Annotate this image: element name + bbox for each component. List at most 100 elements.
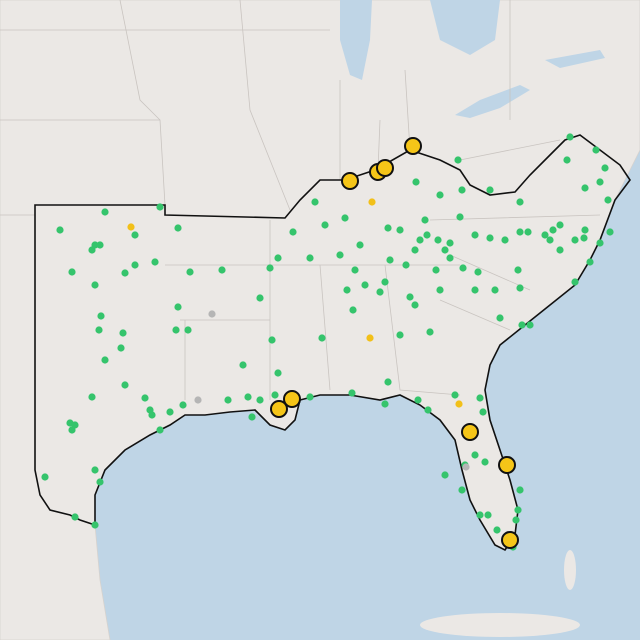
station-marker bbox=[56, 226, 64, 234]
station-marker bbox=[68, 268, 76, 276]
station-marker bbox=[184, 326, 192, 334]
station-marker bbox=[474, 268, 482, 276]
station-marker bbox=[384, 224, 392, 232]
station-marker bbox=[256, 396, 264, 404]
station-marker bbox=[436, 286, 444, 294]
station-marker bbox=[596, 239, 604, 247]
station-marker bbox=[381, 400, 389, 408]
lake bbox=[340, 0, 372, 80]
station-marker bbox=[88, 246, 96, 254]
station-marker bbox=[239, 361, 247, 369]
major-alert-marker bbox=[461, 423, 479, 441]
state-borders bbox=[0, 0, 601, 400]
station-marker bbox=[266, 264, 274, 272]
station-marker bbox=[88, 393, 96, 401]
station-marker bbox=[481, 458, 489, 466]
station-marker bbox=[471, 451, 479, 459]
station-marker bbox=[119, 329, 127, 337]
station-marker bbox=[416, 236, 424, 244]
station-marker bbox=[101, 356, 109, 364]
major-alert-marker bbox=[283, 390, 301, 408]
station-marker bbox=[446, 254, 454, 262]
station-marker bbox=[451, 391, 459, 399]
station-marker bbox=[512, 516, 520, 524]
station-marker bbox=[541, 231, 549, 239]
station-marker bbox=[563, 156, 571, 164]
inactive-marker bbox=[462, 463, 470, 471]
markers bbox=[41, 133, 614, 551]
station-marker bbox=[514, 506, 522, 514]
station-marker bbox=[71, 421, 79, 429]
major-alert-marker bbox=[270, 400, 288, 418]
station-marker bbox=[321, 221, 329, 229]
region-outline bbox=[34, 134, 631, 552]
station-marker bbox=[117, 344, 125, 352]
station-marker bbox=[289, 228, 297, 236]
alert-marker bbox=[368, 198, 376, 206]
lake bbox=[430, 0, 500, 55]
station-marker bbox=[96, 478, 104, 486]
station-marker bbox=[406, 293, 414, 301]
station-marker bbox=[174, 224, 182, 232]
station-marker bbox=[156, 203, 164, 211]
station-marker bbox=[596, 178, 604, 186]
station-marker bbox=[91, 281, 99, 289]
station-marker bbox=[97, 312, 105, 320]
station-marker bbox=[414, 396, 422, 404]
station-marker bbox=[501, 236, 509, 244]
inactive-marker bbox=[194, 396, 202, 404]
station-marker bbox=[441, 471, 449, 479]
station-marker bbox=[131, 231, 139, 239]
major-alert-marker bbox=[404, 137, 422, 155]
station-marker bbox=[218, 266, 226, 274]
station-marker bbox=[386, 256, 394, 264]
station-marker bbox=[606, 228, 614, 236]
station-marker bbox=[356, 241, 364, 249]
lake bbox=[545, 50, 605, 68]
station-marker bbox=[524, 228, 532, 236]
station-marker bbox=[458, 186, 466, 194]
alert-marker bbox=[127, 223, 135, 231]
station-marker bbox=[224, 396, 232, 404]
station-marker bbox=[306, 254, 314, 262]
station-marker bbox=[496, 314, 504, 322]
station-marker bbox=[556, 221, 564, 229]
station-marker bbox=[96, 241, 104, 249]
lake bbox=[455, 85, 530, 118]
station-marker bbox=[348, 389, 356, 397]
station-marker bbox=[516, 284, 524, 292]
station-marker bbox=[179, 401, 187, 409]
station-marker bbox=[441, 246, 449, 254]
station-marker bbox=[484, 511, 492, 519]
station-marker bbox=[402, 261, 410, 269]
station-marker bbox=[148, 411, 156, 419]
station-marker bbox=[248, 413, 256, 421]
station-marker bbox=[479, 408, 487, 416]
major-alert-marker bbox=[498, 456, 516, 474]
station-marker bbox=[604, 196, 612, 204]
station-marker bbox=[151, 258, 159, 266]
station-marker bbox=[95, 326, 103, 334]
station-marker bbox=[581, 226, 589, 234]
station-marker bbox=[421, 216, 429, 224]
station-marker bbox=[546, 236, 554, 244]
station-marker bbox=[343, 286, 351, 294]
station-marker bbox=[244, 393, 252, 401]
station-marker bbox=[376, 288, 384, 296]
station-marker bbox=[471, 231, 479, 239]
station-marker bbox=[580, 234, 588, 242]
station-marker bbox=[336, 251, 344, 259]
island bbox=[564, 550, 576, 590]
station-marker bbox=[476, 394, 484, 402]
station-marker bbox=[571, 278, 579, 286]
station-marker bbox=[141, 394, 149, 402]
station-marker bbox=[516, 228, 524, 236]
station-marker bbox=[586, 258, 594, 266]
station-marker bbox=[274, 369, 282, 377]
station-marker bbox=[41, 473, 49, 481]
station-marker bbox=[471, 286, 479, 294]
station-marker bbox=[432, 266, 440, 274]
station-marker bbox=[516, 198, 524, 206]
major-alert-marker bbox=[501, 531, 519, 549]
station-marker bbox=[311, 198, 319, 206]
